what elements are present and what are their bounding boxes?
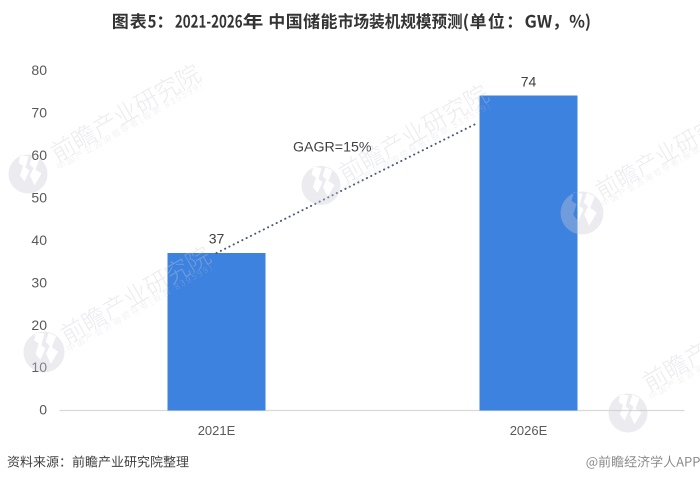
svg-text:60: 60: [31, 147, 47, 163]
svg-text:80: 80: [31, 62, 47, 78]
svg-text:74: 74: [521, 73, 537, 89]
svg-text:0: 0: [39, 402, 47, 418]
svg-text:50: 50: [31, 189, 47, 205]
svg-text:40: 40: [31, 232, 47, 248]
svg-text:2021E: 2021E: [198, 423, 236, 438]
svg-text:30: 30: [31, 274, 47, 290]
svg-text:70: 70: [31, 104, 47, 120]
svg-text:20: 20: [31, 317, 47, 333]
svg-text:2026E: 2026E: [510, 423, 548, 438]
svg-text:37: 37: [209, 231, 225, 247]
svg-text:GAGR=15%: GAGR=15%: [293, 140, 372, 156]
